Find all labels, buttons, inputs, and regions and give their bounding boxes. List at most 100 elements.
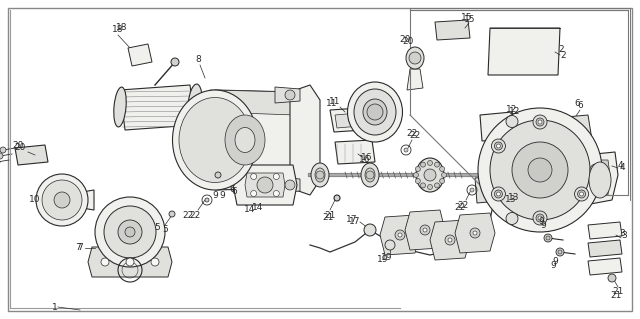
Circle shape <box>42 180 82 220</box>
Circle shape <box>506 212 518 225</box>
Circle shape <box>558 250 562 254</box>
Circle shape <box>533 115 547 129</box>
Ellipse shape <box>589 162 611 198</box>
Circle shape <box>470 228 480 238</box>
Ellipse shape <box>363 99 387 125</box>
Text: 20: 20 <box>403 38 413 47</box>
Text: 2: 2 <box>560 50 566 60</box>
Circle shape <box>420 225 430 235</box>
Polygon shape <box>275 177 300 193</box>
Circle shape <box>435 162 440 167</box>
Text: 19: 19 <box>377 256 388 264</box>
Ellipse shape <box>225 115 265 165</box>
Text: 17: 17 <box>346 216 358 225</box>
Polygon shape <box>120 85 195 130</box>
Ellipse shape <box>361 163 379 187</box>
Circle shape <box>506 115 518 128</box>
Circle shape <box>36 174 88 226</box>
Polygon shape <box>371 96 379 102</box>
Circle shape <box>580 192 584 196</box>
Circle shape <box>415 179 420 183</box>
Circle shape <box>492 187 506 201</box>
Polygon shape <box>210 90 295 115</box>
Circle shape <box>538 120 542 124</box>
Circle shape <box>445 235 455 245</box>
Circle shape <box>448 238 452 242</box>
Circle shape <box>0 147 6 153</box>
Text: 7: 7 <box>77 243 83 253</box>
Circle shape <box>575 187 589 201</box>
Text: 15: 15 <box>461 13 473 23</box>
Circle shape <box>495 190 502 198</box>
Text: 20: 20 <box>14 144 26 152</box>
Text: 22: 22 <box>458 201 468 210</box>
Polygon shape <box>371 122 379 128</box>
Circle shape <box>423 228 427 232</box>
Circle shape <box>470 188 474 192</box>
Circle shape <box>536 214 544 222</box>
Ellipse shape <box>114 87 126 127</box>
Text: 8: 8 <box>195 56 201 64</box>
Circle shape <box>367 104 383 120</box>
Text: 13: 13 <box>505 196 516 204</box>
Polygon shape <box>15 145 48 165</box>
Circle shape <box>556 248 564 256</box>
Circle shape <box>285 90 295 100</box>
Circle shape <box>251 190 257 197</box>
Circle shape <box>528 158 552 182</box>
Circle shape <box>404 148 408 152</box>
Text: 5: 5 <box>162 226 168 234</box>
Polygon shape <box>356 109 364 115</box>
Text: 9: 9 <box>550 261 556 270</box>
Polygon shape <box>430 220 470 260</box>
Polygon shape <box>588 240 622 257</box>
Circle shape <box>577 190 586 198</box>
Text: 11: 11 <box>326 99 338 108</box>
Circle shape <box>424 169 436 181</box>
Circle shape <box>428 184 433 189</box>
Circle shape <box>398 233 402 237</box>
Circle shape <box>316 171 324 179</box>
Text: 22: 22 <box>454 203 466 211</box>
Text: 10: 10 <box>29 196 41 204</box>
Text: 18: 18 <box>112 26 124 34</box>
Polygon shape <box>588 222 622 239</box>
Circle shape <box>285 180 295 190</box>
Text: 12: 12 <box>509 108 521 116</box>
Text: 22: 22 <box>182 211 194 219</box>
Text: 9: 9 <box>538 218 544 226</box>
Circle shape <box>536 118 544 126</box>
Text: 21: 21 <box>611 291 621 300</box>
Polygon shape <box>455 213 495 253</box>
Circle shape <box>473 231 477 235</box>
Text: 14: 14 <box>252 204 264 212</box>
Circle shape <box>169 211 175 217</box>
Ellipse shape <box>365 168 375 182</box>
Polygon shape <box>475 175 510 203</box>
Circle shape <box>366 171 374 179</box>
Text: 2: 2 <box>558 46 564 55</box>
Polygon shape <box>480 112 515 141</box>
Text: 21: 21 <box>323 213 333 222</box>
Circle shape <box>440 167 445 172</box>
Text: 9: 9 <box>219 190 225 199</box>
Text: 3: 3 <box>621 231 627 240</box>
Circle shape <box>334 195 340 201</box>
Text: 7: 7 <box>75 243 81 253</box>
Circle shape <box>495 142 502 150</box>
Polygon shape <box>335 113 360 128</box>
Text: 13: 13 <box>508 194 520 203</box>
Text: 6: 6 <box>231 188 237 197</box>
Circle shape <box>538 216 542 220</box>
Polygon shape <box>585 152 618 205</box>
Polygon shape <box>330 108 364 132</box>
Ellipse shape <box>348 82 403 142</box>
Circle shape <box>409 52 421 64</box>
Ellipse shape <box>354 89 396 135</box>
Circle shape <box>497 144 500 148</box>
Text: 11: 11 <box>329 98 340 107</box>
Polygon shape <box>407 69 423 90</box>
Text: 12: 12 <box>506 106 518 115</box>
Text: 6: 6 <box>574 99 580 108</box>
Text: 22: 22 <box>406 129 418 137</box>
